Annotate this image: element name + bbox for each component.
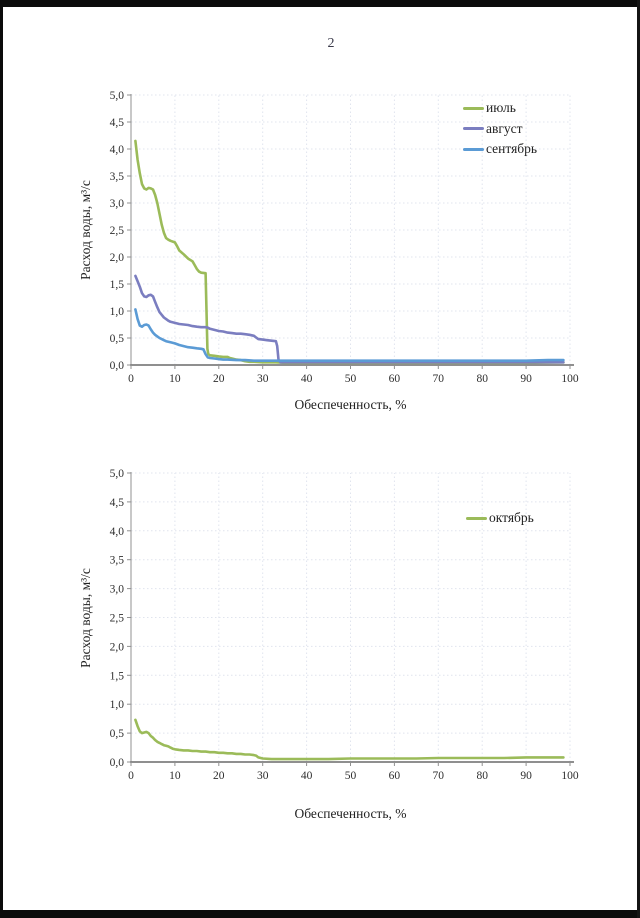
legend: октябрь <box>466 508 534 529</box>
y-tick-label: 1,5 <box>110 279 125 291</box>
y-tick-label: 2,0 <box>110 641 125 653</box>
legend-label-october: октябрь <box>489 510 534 526</box>
legend-swatch-october-icon <box>466 516 487 520</box>
legend-swatch-july-icon <box>463 106 484 110</box>
x-tick-label: 60 <box>389 770 401 782</box>
x-tick-label: 20 <box>213 770 225 782</box>
x-tick-label: 0 <box>128 373 134 385</box>
x-tick-label: 10 <box>169 373 181 385</box>
chart-canvas-2: 0,0 0,5 1,0 1,5 2,0 2,5 3,0 3,5 4,0 4,5 5,0 0 10 20 30… <box>110 468 579 782</box>
y-tick-label: 3,0 <box>110 584 125 596</box>
scan-edge-bottom <box>0 910 640 918</box>
x-tick-label: 90 <box>520 373 532 385</box>
y-tick-label: 3,5 <box>110 555 125 567</box>
y-tick-label: 2,0 <box>110 252 125 264</box>
scan-edge-left <box>0 0 3 918</box>
legend-swatch-september-icon <box>463 147 484 151</box>
y-tick-label: 4,5 <box>110 497 125 509</box>
x-axis-title: Обеспеченность, % <box>294 397 407 412</box>
legend-swatch-august-icon <box>463 127 484 131</box>
y-tick-label: 3,0 <box>110 198 125 210</box>
y-tick-label: 2,5 <box>110 225 125 237</box>
y-tick-label: 5,0 <box>110 468 125 480</box>
y-tick-label: 4,0 <box>110 526 125 538</box>
y-tick-label: 2,5 <box>110 613 125 625</box>
flow-duration-chart-jul-aug-sep: 0,0 0,5 1,0 1,5 2,0 2,5 3,0 3,5 4,0 4,5 5,0 0 10 20 30… <box>60 85 600 430</box>
y-tick-label: 0,5 <box>110 333 125 345</box>
chart-canvas-1: 0,0 0,5 1,0 1,5 2,0 2,5 3,0 3,5 4,0 4,5 5,0 0 10 20 30… <box>110 90 579 385</box>
y-tick-label: 0,5 <box>110 728 125 740</box>
legend-item-july: июль <box>463 98 537 119</box>
legend-item-august: август <box>463 119 537 140</box>
x-tick-label: 30 <box>257 770 269 782</box>
series-line-2 <box>134 308 565 363</box>
x-axis-title: Обеспеченность, % <box>294 806 407 821</box>
x-tick-label: 80 <box>476 373 488 385</box>
legend-item-september: сентябрь <box>463 139 537 160</box>
series-line-0 <box>134 139 565 365</box>
y-tick-label: 1,0 <box>110 699 125 711</box>
x-tick-label: 40 <box>301 373 313 385</box>
scan-edge-right <box>637 0 640 918</box>
y-tick-label: 4,5 <box>110 117 125 129</box>
x-tick-label: 70 <box>433 373 445 385</box>
y-tick-label: 5,0 <box>110 90 125 102</box>
y-tick-label: 1,5 <box>110 670 125 682</box>
x-tick-label: 50 <box>345 770 357 782</box>
legend: июль август сентябрь <box>463 98 537 160</box>
x-tick-label: 40 <box>301 770 313 782</box>
x-tick-label: 20 <box>213 373 225 385</box>
x-tick-label: 60 <box>389 373 401 385</box>
legend-item-october: октябрь <box>466 508 534 529</box>
y-tick-label: 1,0 <box>110 306 125 318</box>
y-axis-title: Расход воды, м³/с <box>78 180 93 280</box>
y-tick-label: 4,0 <box>110 144 125 156</box>
x-tick-label: 80 <box>476 770 488 782</box>
x-tick-label: 50 <box>345 373 357 385</box>
x-tick-label: 30 <box>257 373 269 385</box>
x-tick-label: 10 <box>169 770 181 782</box>
flow-duration-chart-october: 0,0 0,5 1,0 1,5 2,0 2,5 3,0 3,5 4,0 4,5 5,0 0 10 20 30… <box>60 460 600 835</box>
scan-edge-top <box>0 0 640 7</box>
x-tick-label: 100 <box>561 770 579 782</box>
y-axis-title: Расход воды, м³/с <box>78 568 93 668</box>
legend-label-august: август <box>486 120 523 136</box>
x-tick-label: 100 <box>561 373 579 385</box>
y-tick-label: 0,0 <box>110 360 125 372</box>
x-tick-label: 70 <box>433 770 445 782</box>
legend-label-september: сентябрь <box>486 141 538 157</box>
y-tick-label: 0,0 <box>110 757 125 769</box>
page-number: 2 <box>327 36 335 51</box>
y-tick-label: 3,5 <box>110 171 125 183</box>
x-tick-label: 0 <box>128 770 134 782</box>
legend-label-july: июль <box>486 100 516 116</box>
series-line-0 <box>134 718 565 761</box>
x-tick-label: 90 <box>520 770 532 782</box>
